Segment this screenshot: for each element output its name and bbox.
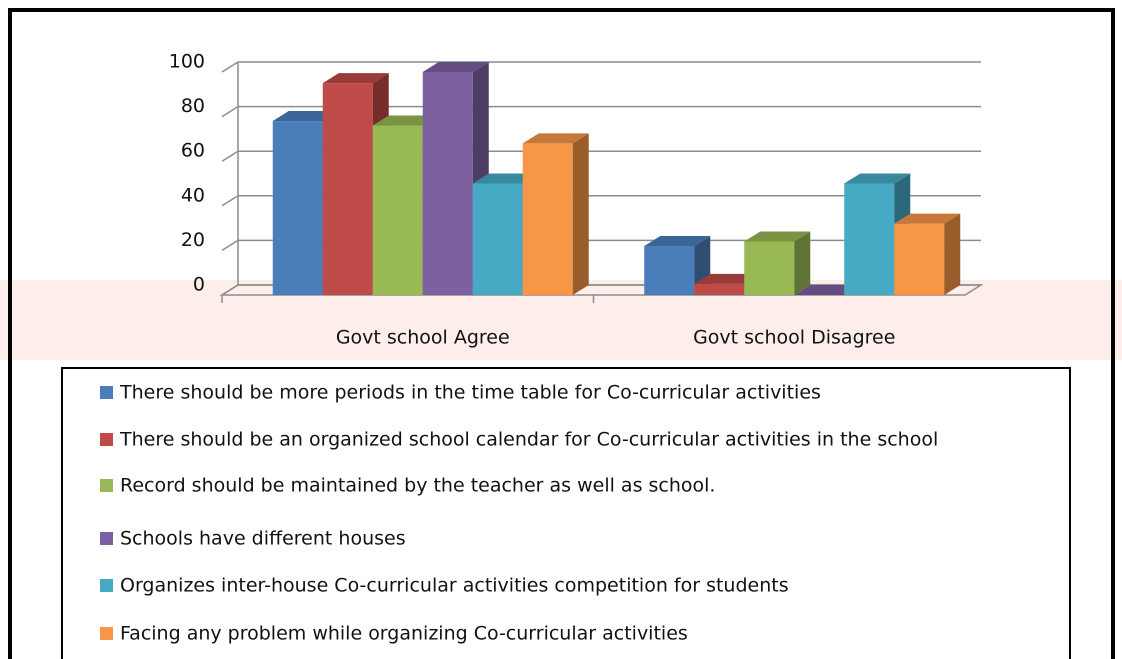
x-tick-label: Govt school Disagree — [693, 327, 895, 349]
bar-front — [694, 283, 745, 295]
bar-front — [744, 241, 795, 295]
bar-front — [272, 121, 323, 295]
bar-top — [644, 235, 711, 246]
bar-side — [572, 133, 589, 295]
bar-top — [472, 173, 539, 184]
y-tick-label: 0 — [193, 274, 205, 296]
bar-top — [422, 62, 489, 72]
bar-side — [794, 231, 811, 295]
y-tick-label: 60 — [181, 140, 205, 162]
legend-swatch — [100, 579, 113, 592]
legend-swatch — [100, 386, 113, 399]
y-tick-label: 20 — [181, 229, 205, 251]
bar-front — [522, 143, 573, 295]
bar-top — [844, 173, 911, 184]
y-tick-label: 40 — [181, 184, 205, 206]
bar-top — [322, 73, 389, 84]
legend-swatch — [100, 532, 113, 545]
bar-front — [894, 223, 945, 295]
grid-line-side — [221, 150, 239, 162]
legend-swatch — [100, 627, 113, 640]
bar-front — [422, 72, 473, 295]
y-tick-label: 100 — [169, 51, 205, 73]
grid-line-side — [221, 239, 239, 252]
legend-label: There should be more periods in the time… — [119, 382, 821, 404]
x-tick-label: Govt school Agree — [336, 327, 510, 349]
legend-label: Record should be maintained by the teach… — [120, 475, 715, 497]
bar-front — [322, 83, 373, 296]
bar-front — [644, 245, 695, 295]
bar-top — [522, 133, 589, 144]
legend-swatch — [100, 433, 113, 446]
y-tick-label: 80 — [181, 95, 205, 117]
grid-line-side — [221, 195, 239, 207]
legend-box — [61, 367, 1071, 659]
legend-swatch — [100, 479, 113, 492]
bar-top — [794, 285, 861, 295]
grid-line-side — [221, 105, 239, 118]
bar-top — [744, 231, 811, 242]
bar-top — [694, 273, 761, 284]
bar-top — [894, 213, 961, 224]
bar-top — [272, 111, 339, 122]
frame — [8, 8, 1115, 659]
bar-top — [372, 115, 439, 126]
legend-label: Facing any problem while organizing Co-c… — [120, 623, 688, 645]
bar-front — [372, 125, 423, 296]
legend-label: There should be an organized school cale… — [119, 429, 938, 451]
bar-front — [472, 183, 523, 295]
grid-line-side — [221, 61, 239, 73]
legend-label: Organizes inter-house Co-curricular acti… — [120, 575, 789, 597]
bar-side — [944, 213, 961, 295]
legend-label: Schools have different houses — [120, 528, 406, 550]
bar-front — [844, 183, 895, 295]
